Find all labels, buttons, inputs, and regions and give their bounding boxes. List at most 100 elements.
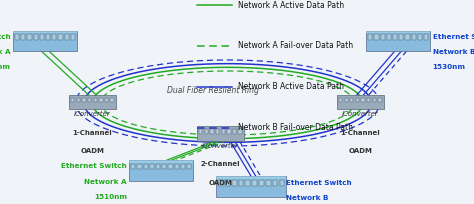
FancyBboxPatch shape: [88, 98, 91, 102]
FancyBboxPatch shape: [387, 34, 391, 40]
FancyBboxPatch shape: [259, 180, 264, 186]
FancyBboxPatch shape: [378, 98, 382, 102]
FancyBboxPatch shape: [216, 176, 286, 197]
Text: OADM: OADM: [348, 148, 372, 154]
FancyBboxPatch shape: [174, 164, 179, 169]
FancyBboxPatch shape: [82, 98, 86, 102]
FancyBboxPatch shape: [221, 129, 225, 134]
Text: 1-Channel: 1-Channel: [73, 130, 112, 135]
FancyBboxPatch shape: [266, 180, 271, 186]
FancyBboxPatch shape: [218, 180, 223, 186]
FancyBboxPatch shape: [105, 98, 108, 102]
Text: Dual Fiber Resilent Ring: Dual Fiber Resilent Ring: [167, 86, 259, 95]
FancyBboxPatch shape: [216, 176, 286, 179]
FancyBboxPatch shape: [137, 164, 142, 169]
FancyBboxPatch shape: [356, 98, 359, 102]
FancyBboxPatch shape: [197, 126, 244, 141]
FancyBboxPatch shape: [418, 34, 422, 40]
Text: Network A: Network A: [0, 49, 10, 55]
FancyBboxPatch shape: [411, 34, 416, 40]
FancyBboxPatch shape: [93, 98, 97, 102]
FancyBboxPatch shape: [71, 98, 74, 102]
FancyBboxPatch shape: [99, 98, 102, 102]
FancyBboxPatch shape: [233, 129, 236, 134]
FancyBboxPatch shape: [373, 98, 376, 102]
FancyBboxPatch shape: [199, 129, 202, 134]
FancyBboxPatch shape: [345, 98, 348, 102]
FancyBboxPatch shape: [350, 98, 354, 102]
FancyBboxPatch shape: [210, 129, 214, 134]
FancyBboxPatch shape: [156, 164, 160, 169]
FancyBboxPatch shape: [232, 180, 237, 186]
FancyBboxPatch shape: [181, 164, 185, 169]
Text: Ethernet Switch: Ethernet Switch: [432, 34, 474, 40]
FancyBboxPatch shape: [280, 180, 284, 186]
Text: Network A: Network A: [84, 178, 127, 185]
FancyBboxPatch shape: [69, 95, 116, 109]
FancyBboxPatch shape: [216, 129, 219, 134]
FancyBboxPatch shape: [131, 164, 136, 169]
Text: Network A Active Data Path: Network A Active Data Path: [238, 1, 344, 10]
FancyBboxPatch shape: [374, 34, 379, 40]
FancyBboxPatch shape: [129, 160, 193, 163]
FancyBboxPatch shape: [187, 164, 191, 169]
Text: Ethernet Switch: Ethernet Switch: [61, 163, 127, 169]
Text: Network B Active Data Path: Network B Active Data Path: [238, 82, 344, 91]
FancyBboxPatch shape: [58, 34, 63, 40]
FancyBboxPatch shape: [15, 34, 19, 40]
Text: Network A Fail-over Data Path: Network A Fail-over Data Path: [238, 41, 353, 50]
Text: Ethernet Switch: Ethernet Switch: [0, 34, 10, 40]
Text: 2-Channel: 2-Channel: [201, 161, 240, 167]
FancyBboxPatch shape: [144, 164, 148, 169]
FancyBboxPatch shape: [77, 98, 80, 102]
FancyBboxPatch shape: [71, 34, 75, 40]
FancyBboxPatch shape: [40, 34, 44, 40]
Text: Network B: Network B: [285, 195, 328, 201]
FancyBboxPatch shape: [27, 34, 32, 40]
FancyBboxPatch shape: [227, 129, 230, 134]
Text: OADM: OADM: [209, 180, 232, 185]
Text: 1530nm: 1530nm: [432, 64, 465, 70]
FancyBboxPatch shape: [34, 34, 38, 40]
FancyBboxPatch shape: [129, 160, 193, 181]
FancyBboxPatch shape: [381, 34, 385, 40]
FancyBboxPatch shape: [368, 34, 373, 40]
FancyBboxPatch shape: [168, 164, 173, 169]
FancyBboxPatch shape: [252, 180, 257, 186]
FancyBboxPatch shape: [405, 34, 410, 40]
FancyBboxPatch shape: [225, 180, 230, 186]
FancyBboxPatch shape: [367, 98, 370, 102]
FancyBboxPatch shape: [361, 98, 365, 102]
FancyBboxPatch shape: [52, 34, 56, 40]
FancyBboxPatch shape: [273, 180, 277, 186]
FancyBboxPatch shape: [238, 180, 243, 186]
FancyBboxPatch shape: [205, 129, 208, 134]
Text: iConverter: iConverter: [342, 111, 379, 117]
FancyBboxPatch shape: [13, 31, 77, 51]
FancyBboxPatch shape: [399, 34, 403, 40]
FancyBboxPatch shape: [337, 95, 384, 109]
Text: 1510nm: 1510nm: [0, 64, 10, 70]
FancyBboxPatch shape: [366, 31, 430, 51]
FancyBboxPatch shape: [64, 34, 69, 40]
FancyBboxPatch shape: [393, 34, 397, 40]
FancyBboxPatch shape: [424, 34, 428, 40]
Text: iConverter: iConverter: [74, 111, 111, 117]
FancyBboxPatch shape: [46, 34, 50, 40]
FancyBboxPatch shape: [339, 98, 342, 102]
Text: Ethernet Switch: Ethernet Switch: [285, 180, 351, 186]
FancyBboxPatch shape: [110, 98, 114, 102]
Text: 1510nm: 1510nm: [94, 194, 127, 200]
FancyBboxPatch shape: [13, 31, 77, 33]
Text: 1-Channel: 1-Channel: [340, 130, 380, 135]
Text: iConverter: iConverter: [202, 143, 239, 149]
FancyBboxPatch shape: [366, 31, 430, 33]
FancyBboxPatch shape: [162, 164, 166, 169]
FancyBboxPatch shape: [21, 34, 26, 40]
Text: Network B: Network B: [432, 49, 474, 55]
Text: OADM: OADM: [81, 148, 104, 154]
Text: Network B Fail-over Data Path: Network B Fail-over Data Path: [238, 123, 353, 132]
FancyBboxPatch shape: [150, 164, 154, 169]
FancyBboxPatch shape: [238, 129, 242, 134]
FancyBboxPatch shape: [246, 180, 250, 186]
